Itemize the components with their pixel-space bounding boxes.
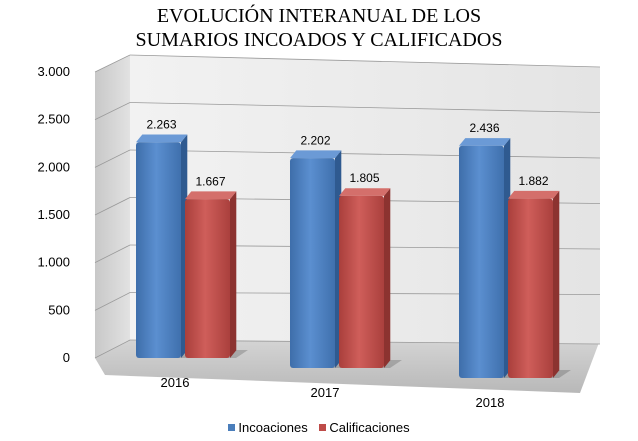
gridline-side [94,149,131,168]
bar-front [136,142,181,358]
data-label: 1.667 [195,174,225,188]
bar-calificaciones-2018 [508,190,571,378]
gridline [129,102,601,113]
legend-swatch [228,424,236,432]
data-label: 2.263 [146,118,176,132]
legend-item-calificaciones: Calificaciones [319,420,410,435]
legend-label: Incoaciones [238,420,308,435]
bar-front [339,195,384,368]
bar-top [136,134,188,143]
gridline-side [94,102,131,121]
bar-top [290,150,342,159]
bar-calificaciones-2017 [339,188,402,368]
y-tick-label: 0 [63,350,70,365]
bar-side [230,191,237,358]
legend: Incoaciones Calificaciones [0,420,638,435]
y-axis: 0 500 1.000 1.500 2.000 2.500 3.000 [37,64,70,365]
bar-incoaciones-2016 [136,134,199,358]
y-tick-label: 500 [48,302,70,317]
x-axis: 2016 2017 2018 [161,375,505,410]
gridline [129,149,601,159]
data-label: 2.436 [469,121,499,135]
data-label: 2.202 [300,133,330,147]
bar-incoaciones-2018 [459,138,522,378]
gridline-side [94,339,131,359]
data-label: 1.882 [518,174,548,188]
legend-item-incoaciones: Incoaciones [228,420,308,435]
bar-front [185,199,230,358]
gridline-side [94,292,131,311]
bar-calificaciones-2016 [185,191,248,358]
y-tick-label: 2.500 [37,112,70,127]
gridline [129,54,601,68]
x-tick-label: 2016 [161,375,190,390]
bars: 2.263 1.667 2.202 1.805 2.436 1.882 [136,118,571,378]
legend-swatch [319,424,327,432]
y-tick-label: 2.000 [37,159,70,174]
chart-title: EVOLUCIÓN INTERANUAL DE LOS SUMARIOS INC… [0,4,638,52]
bar-top [185,191,237,200]
y-tick-label: 3.000 [37,64,70,79]
bar-top [339,188,391,196]
bar-front [290,158,335,368]
chart-title-line-1: EVOLUCIÓN INTERANUAL DE LOS [156,5,482,27]
y-tick-label: 1.500 [37,207,70,222]
bar-side [553,190,560,378]
bar-top [459,138,511,146]
bar-front [459,145,504,378]
bar-front [508,198,553,378]
data-label: 1.805 [349,171,379,185]
gridline-side [94,197,131,216]
y-tick-label: 1.000 [37,255,70,270]
x-tick-label: 2018 [476,395,505,410]
x-tick-label: 2017 [311,385,340,400]
gridline-side [94,54,131,73]
chart-title-line-2: SUMARIOS INCOADOS Y CALIFICADOS [135,29,503,51]
legend-label: Calificaciones [329,420,410,435]
bar-side [384,188,391,368]
bar-top [508,190,560,199]
gridline-side [94,244,131,264]
